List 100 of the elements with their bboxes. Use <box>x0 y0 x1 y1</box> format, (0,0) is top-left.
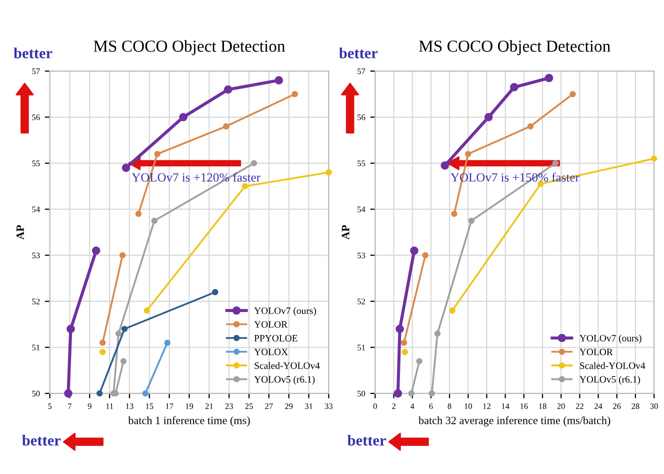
y-tick-label: 51 <box>32 344 40 350</box>
point <box>122 164 130 172</box>
y-axis-title: AP <box>342 225 350 240</box>
point <box>422 252 428 258</box>
x-tick-label: 29 <box>285 403 293 410</box>
point <box>544 74 554 82</box>
point <box>250 160 258 166</box>
legend-label: YOLOv5 (r6.1) <box>580 376 640 385</box>
point <box>402 348 408 356</box>
point <box>510 83 518 92</box>
point <box>66 324 75 334</box>
y-tick-label: 55 <box>358 160 366 166</box>
y-tick-label: 52 <box>358 298 365 304</box>
x-tick-label: 17 <box>166 403 174 409</box>
point <box>416 358 422 364</box>
point <box>222 123 230 130</box>
x-tick-label: 8 <box>448 403 452 410</box>
legend-label: YOLOv5 (r6.1) <box>254 376 315 385</box>
point <box>121 326 128 332</box>
x-tick-label: 15 <box>146 403 154 410</box>
text: better <box>339 48 378 58</box>
y-tick-label: 53 <box>32 252 40 258</box>
point <box>120 358 127 364</box>
point <box>115 330 122 337</box>
y-tick-label: 52 <box>32 298 40 304</box>
point <box>552 160 559 166</box>
x-tick-label: 6 <box>429 403 433 410</box>
point <box>144 307 150 314</box>
x-tick-label: 21 <box>205 403 213 409</box>
y-tick-label: 50 <box>358 390 366 396</box>
x-tick-label: 4 <box>410 403 414 409</box>
y-tick-label: 57 <box>358 68 366 74</box>
x-tick-label: 31 <box>304 403 312 410</box>
x-tick-label: 19 <box>186 403 194 410</box>
point <box>464 150 472 158</box>
point <box>274 76 284 84</box>
point <box>400 340 408 346</box>
point <box>99 348 106 356</box>
x-tick-label: 12 <box>483 403 490 409</box>
x-tick-label: 20 <box>557 403 565 410</box>
y-tick-label: 54 <box>32 206 40 212</box>
y-tick-label: 56 <box>358 114 366 120</box>
y-axis-title: AP <box>16 225 24 240</box>
point <box>119 252 126 258</box>
point <box>434 330 441 337</box>
point <box>408 390 415 397</box>
point <box>449 307 456 314</box>
legend-label: Scaled-YOLOv4 <box>580 362 646 369</box>
point <box>396 324 404 334</box>
x-tick-label: 27 <box>265 403 273 409</box>
x-axis-title: batch 1 inference time (ms) <box>128 416 250 426</box>
point <box>96 390 103 397</box>
y-tick-label: 55 <box>32 160 40 166</box>
point <box>468 218 474 224</box>
x-tick-label: 2 <box>392 403 396 409</box>
x-tick-label: 9 <box>88 403 92 410</box>
point <box>451 210 458 217</box>
x-tick-label: 7 <box>68 403 72 409</box>
chart-title: MS COCO Object Detection <box>419 40 610 56</box>
legend-label: YOLOv7 (ours) <box>580 334 642 344</box>
x-tick-label: 25 <box>245 403 253 410</box>
point <box>164 340 170 346</box>
point <box>224 85 232 94</box>
y-tick-label: 51 <box>358 344 365 350</box>
x-tick-label: 11 <box>106 403 114 409</box>
point <box>99 340 106 346</box>
legend-label: YOLOX <box>254 348 288 356</box>
legend-label: YOLOR <box>580 348 613 356</box>
y-tick-label: 50 <box>32 390 40 396</box>
x-tick-label: 23 <box>225 403 233 410</box>
point <box>212 288 218 296</box>
point <box>142 390 149 397</box>
point <box>428 390 435 397</box>
x-tick-label: 33 <box>324 403 333 410</box>
point <box>394 389 402 398</box>
point <box>326 169 332 176</box>
x-axis-title: batch 32 average inference time (ms/batch) <box>418 416 610 426</box>
point <box>242 183 248 190</box>
x-tick-label: 14 <box>502 403 510 409</box>
point <box>179 112 188 122</box>
y-tick-label: 54 <box>358 206 366 212</box>
y-tick-label: 57 <box>32 68 40 74</box>
x-tick-label: 13 <box>126 403 134 410</box>
legend-label: PPYOLOE <box>254 334 298 342</box>
text: better <box>347 434 386 446</box>
y-tick-label: 56 <box>32 114 40 120</box>
text: better <box>22 434 61 446</box>
point <box>650 155 658 162</box>
text: better <box>14 48 52 58</box>
point <box>92 246 100 255</box>
y-tick-label: 53 <box>358 252 366 258</box>
x-tick-label: 22 <box>576 403 584 409</box>
x-tick-label: 16 <box>520 403 528 410</box>
chart-title: MS COCO Object Detection <box>94 40 286 56</box>
x-tick-label: 0 <box>373 403 377 410</box>
point <box>410 246 418 255</box>
point <box>154 150 160 158</box>
point <box>292 90 298 98</box>
point <box>570 90 576 98</box>
point <box>151 218 158 224</box>
